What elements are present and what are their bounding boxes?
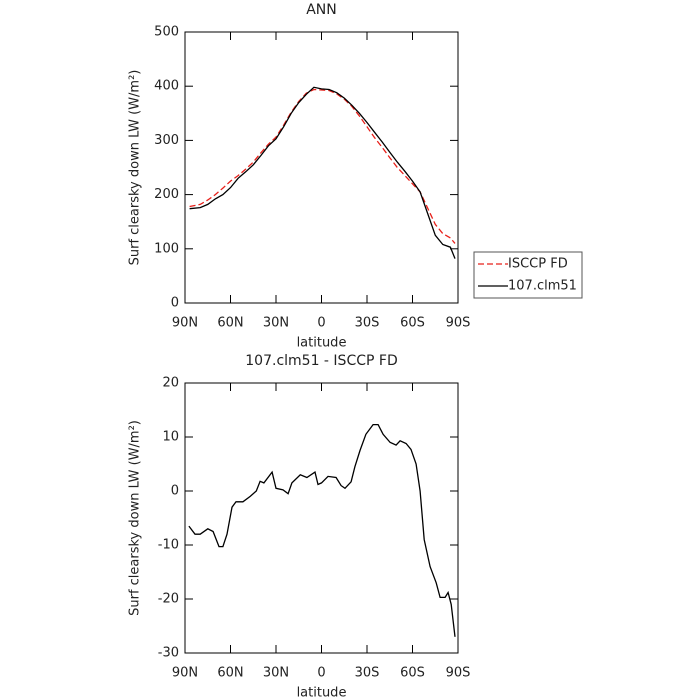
x-axis-label: latitude <box>297 686 347 700</box>
y-tick-label: 10 <box>162 430 179 445</box>
y-tick-label: 300 <box>154 133 179 148</box>
x-tick-label: 0 <box>317 666 325 681</box>
x-tick-label: 60S <box>400 666 425 681</box>
y-tick-label: 0 <box>171 296 179 311</box>
x-tick-label: 60S <box>400 316 425 331</box>
series-line <box>188 423 456 637</box>
x-axis-label: latitude <box>297 336 347 351</box>
chart-title: ANN <box>306 2 337 18</box>
y-tick-label: -20 <box>158 592 179 607</box>
y-axis-label: Surf clearsky down LW (W/m²) <box>128 70 143 266</box>
x-tick-label: 30N <box>263 666 289 681</box>
plot-frame <box>184 31 459 304</box>
legend-label: ISCCP FD <box>508 257 568 272</box>
x-tick-label: 60N <box>217 666 243 681</box>
x-tick-label: 30N <box>263 316 289 331</box>
y-tick-label: 400 <box>154 79 179 94</box>
y-tick-label: 100 <box>154 241 179 256</box>
legend-box <box>473 251 583 299</box>
y-tick-label: 0 <box>171 484 179 499</box>
x-tick-label: 30S <box>355 666 380 681</box>
legend-label: 107.clm51 <box>508 279 577 294</box>
y-tick-label: 500 <box>154 25 179 40</box>
x-tick-label: 30S <box>355 316 380 331</box>
x-tick-label: 60N <box>217 316 243 331</box>
x-tick-label: 0 <box>317 316 325 331</box>
series-line <box>189 86 456 259</box>
y-tick-label: 20 <box>162 376 179 391</box>
y-tick-label: 200 <box>154 187 179 202</box>
y-tick-label: -30 <box>158 646 179 661</box>
y-tick-label: -10 <box>158 538 179 553</box>
y-axis-label: Surf clearsky down LW (W/m²) <box>128 420 143 616</box>
x-tick-label: 90S <box>446 666 471 681</box>
x-tick-label: 90N <box>172 316 198 331</box>
x-tick-label: 90N <box>172 666 198 681</box>
plot-frame <box>184 382 459 654</box>
chart-title: 107.clm51 - ISCCP FD <box>245 353 397 369</box>
series-line <box>189 88 456 244</box>
x-tick-label: 90S <box>446 316 471 331</box>
